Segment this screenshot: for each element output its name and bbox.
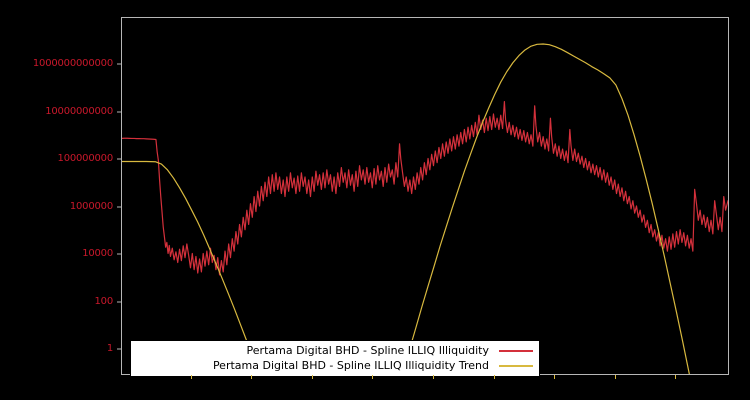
legend-item-illiquidity[interactable]: Pertama Digital BHD - Spline ILLIQ Illiq…	[137, 343, 533, 358]
x-axis-tick-mark	[554, 375, 556, 379]
x-axis-tick-mark	[190, 375, 192, 379]
series-line-illiquidity	[122, 101, 728, 276]
x-axis-tick-mark	[311, 375, 313, 379]
y-axis-tick-mark	[117, 206, 121, 208]
x-axis-tick-mark	[433, 375, 435, 379]
legend-label-illiquidity: Pertama Digital BHD - Spline ILLIQ Illiq…	[246, 344, 489, 357]
series-line-illiquidity-trend	[122, 43, 690, 374]
chart-legend: Pertama Digital BHD - Spline ILLIQ Illiq…	[130, 340, 540, 377]
y-axis-tick-mark	[117, 63, 121, 65]
legend-swatch-illiquidity-trend	[499, 364, 533, 367]
y-axis-tick-mark	[117, 111, 121, 113]
y-axis-tick-mark	[117, 158, 121, 160]
x-axis-tick-mark	[614, 375, 616, 379]
y-axis-tick-label: 1000000	[69, 200, 113, 212]
x-axis-tick-mark	[372, 375, 374, 379]
y-axis-tick-mark	[117, 348, 121, 350]
y-axis-tick-label: 1	[106, 343, 113, 355]
x-axis-tick-mark	[251, 375, 253, 379]
x-axis-tick-mark	[675, 375, 677, 379]
plot-area	[121, 17, 729, 375]
legend-label-illiquidity-trend: Pertama Digital BHD - Spline ILLIQ Illiq…	[212, 359, 489, 372]
x-axis-tick-mark	[493, 375, 495, 379]
y-axis-tick-label: 10000	[82, 248, 113, 260]
legend-swatch-illiquidity	[499, 349, 533, 352]
y-axis-tick-label: 100	[94, 295, 114, 307]
y-axis-tick-mark	[117, 253, 121, 255]
legend-item-illiquidity-trend[interactable]: Pertama Digital BHD - Spline ILLIQ Illiq…	[137, 358, 533, 373]
y-axis-tick-label: 10000000000	[45, 105, 113, 117]
y-axis-tick-label: 100000000	[57, 153, 114, 165]
y-axis-tick-mark	[117, 301, 121, 303]
chart-canvas	[122, 43, 728, 374]
y-axis: 1000000000000 10000000000 100000000 1000000…	[0, 0, 121, 400]
y-axis-tick-label: 1000000000000	[32, 58, 113, 70]
